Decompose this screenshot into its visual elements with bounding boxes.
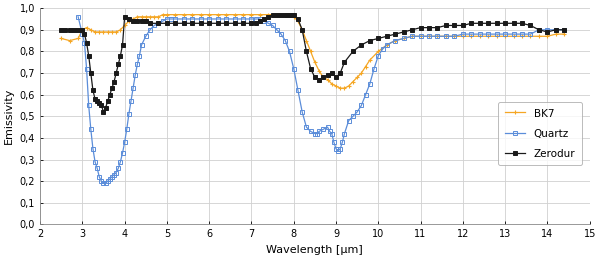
Zerodur: [121, 15, 128, 18]
Quartz: [74, 15, 82, 18]
Zerodur: [269, 13, 276, 16]
BK7: [316, 69, 323, 73]
Zerodur: [197, 22, 205, 25]
X-axis label: Wavelength [μm]: Wavelength [μm]: [266, 245, 363, 255]
BK7: [485, 35, 492, 38]
BK7: [159, 13, 166, 16]
Quartz: [79, 33, 86, 36]
Quartz: [248, 17, 255, 20]
BK7: [400, 37, 407, 40]
Quartz: [353, 110, 361, 113]
Zerodur: [58, 28, 65, 31]
BK7: [337, 87, 344, 90]
BK7: [510, 35, 517, 38]
Line: BK7: BK7: [59, 12, 567, 91]
Y-axis label: Emissivity: Emissivity: [4, 88, 14, 145]
Quartz: [358, 104, 365, 107]
Quartz: [552, 28, 559, 31]
Quartz: [100, 182, 107, 185]
Quartz: [109, 175, 116, 178]
Quartz: [560, 28, 568, 31]
BK7: [345, 84, 352, 88]
Line: Zerodur: Zerodur: [59, 13, 566, 114]
BK7: [451, 35, 458, 38]
BK7: [560, 33, 568, 36]
Zerodur: [100, 110, 107, 113]
Zerodur: [560, 28, 568, 31]
Legend: BK7, Quartz, Zerodur: BK7, Quartz, Zerodur: [499, 102, 581, 166]
Zerodur: [223, 22, 230, 25]
BK7: [58, 37, 65, 40]
Zerodur: [303, 50, 310, 53]
Line: Quartz: Quartz: [76, 15, 566, 185]
Zerodur: [383, 35, 391, 38]
Zerodur: [104, 100, 112, 103]
